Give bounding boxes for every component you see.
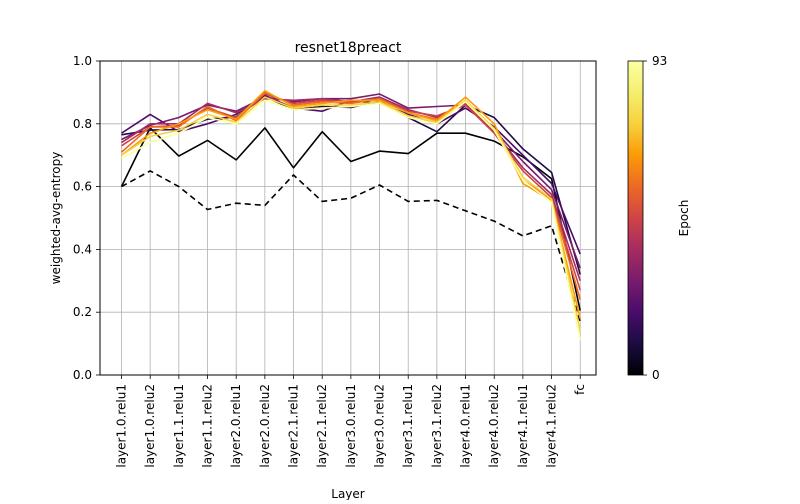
x-tick-label: layer3.1.relu1	[401, 384, 415, 468]
series-line	[121, 93, 581, 269]
colorbar-gradient	[627, 60, 644, 376]
y-tick-label: 0.8	[73, 117, 92, 131]
y-tick-label: 0.2	[73, 305, 92, 319]
x-axis-label: Layer	[331, 487, 365, 500]
y-tick-label: 0.0	[73, 368, 92, 382]
y-axis: 0.0 0.2 0.4 0.6 0.8 1.0	[73, 54, 100, 382]
y-tick-label: 0.4	[73, 242, 92, 256]
x-tick-label: fc	[573, 384, 587, 395]
x-axis: layer1.0.relu1 layer1.0.relu2 layer1.1.rel…	[115, 375, 587, 468]
x-tick-label: layer2.0.relu2	[258, 384, 272, 468]
colorbar-label: Epoch	[677, 200, 691, 237]
colorbar: 93 0 Epoch	[627, 54, 691, 382]
x-tick-label: layer1.1.relu1	[172, 384, 186, 468]
x-tick-label: layer2.0.relu1	[229, 384, 243, 468]
colorbar-max-label: 93	[652, 54, 667, 68]
colorbar-min-label: 0	[652, 368, 660, 382]
y-axis-label: weighted-avg-entropy	[49, 152, 63, 285]
series-line	[121, 96, 581, 332]
x-tick-label: layer2.1.relu2	[315, 384, 329, 468]
y-tick-label: 1.0	[73, 54, 92, 68]
plot-area	[99, 60, 597, 376]
series-lines	[120, 90, 581, 341]
x-tick-label: layer1.1.relu2	[201, 384, 215, 468]
x-tick-label: layer1.0.relu2	[143, 384, 157, 468]
x-tick-label: layer3.0.relu1	[344, 384, 358, 468]
x-tick-label: layer1.0.relu1	[115, 384, 129, 468]
y-tick-label: 0.6	[73, 180, 92, 194]
x-tick-label: layer4.1.relu2	[545, 384, 559, 468]
chart-title: resnet18preact	[295, 40, 402, 56]
x-tick-label: layer4.0.relu2	[487, 384, 501, 468]
x-tick-label: layer4.1.relu1	[516, 384, 530, 468]
series-line	[121, 170, 581, 322]
series-line	[121, 99, 581, 341]
x-tick-label: layer3.0.relu2	[373, 384, 387, 468]
x-tick-label: layer3.1.relu2	[430, 384, 444, 468]
x-tick-label: layer4.0.relu1	[459, 384, 473, 468]
x-tick-label: layer2.1.relu1	[287, 384, 301, 468]
